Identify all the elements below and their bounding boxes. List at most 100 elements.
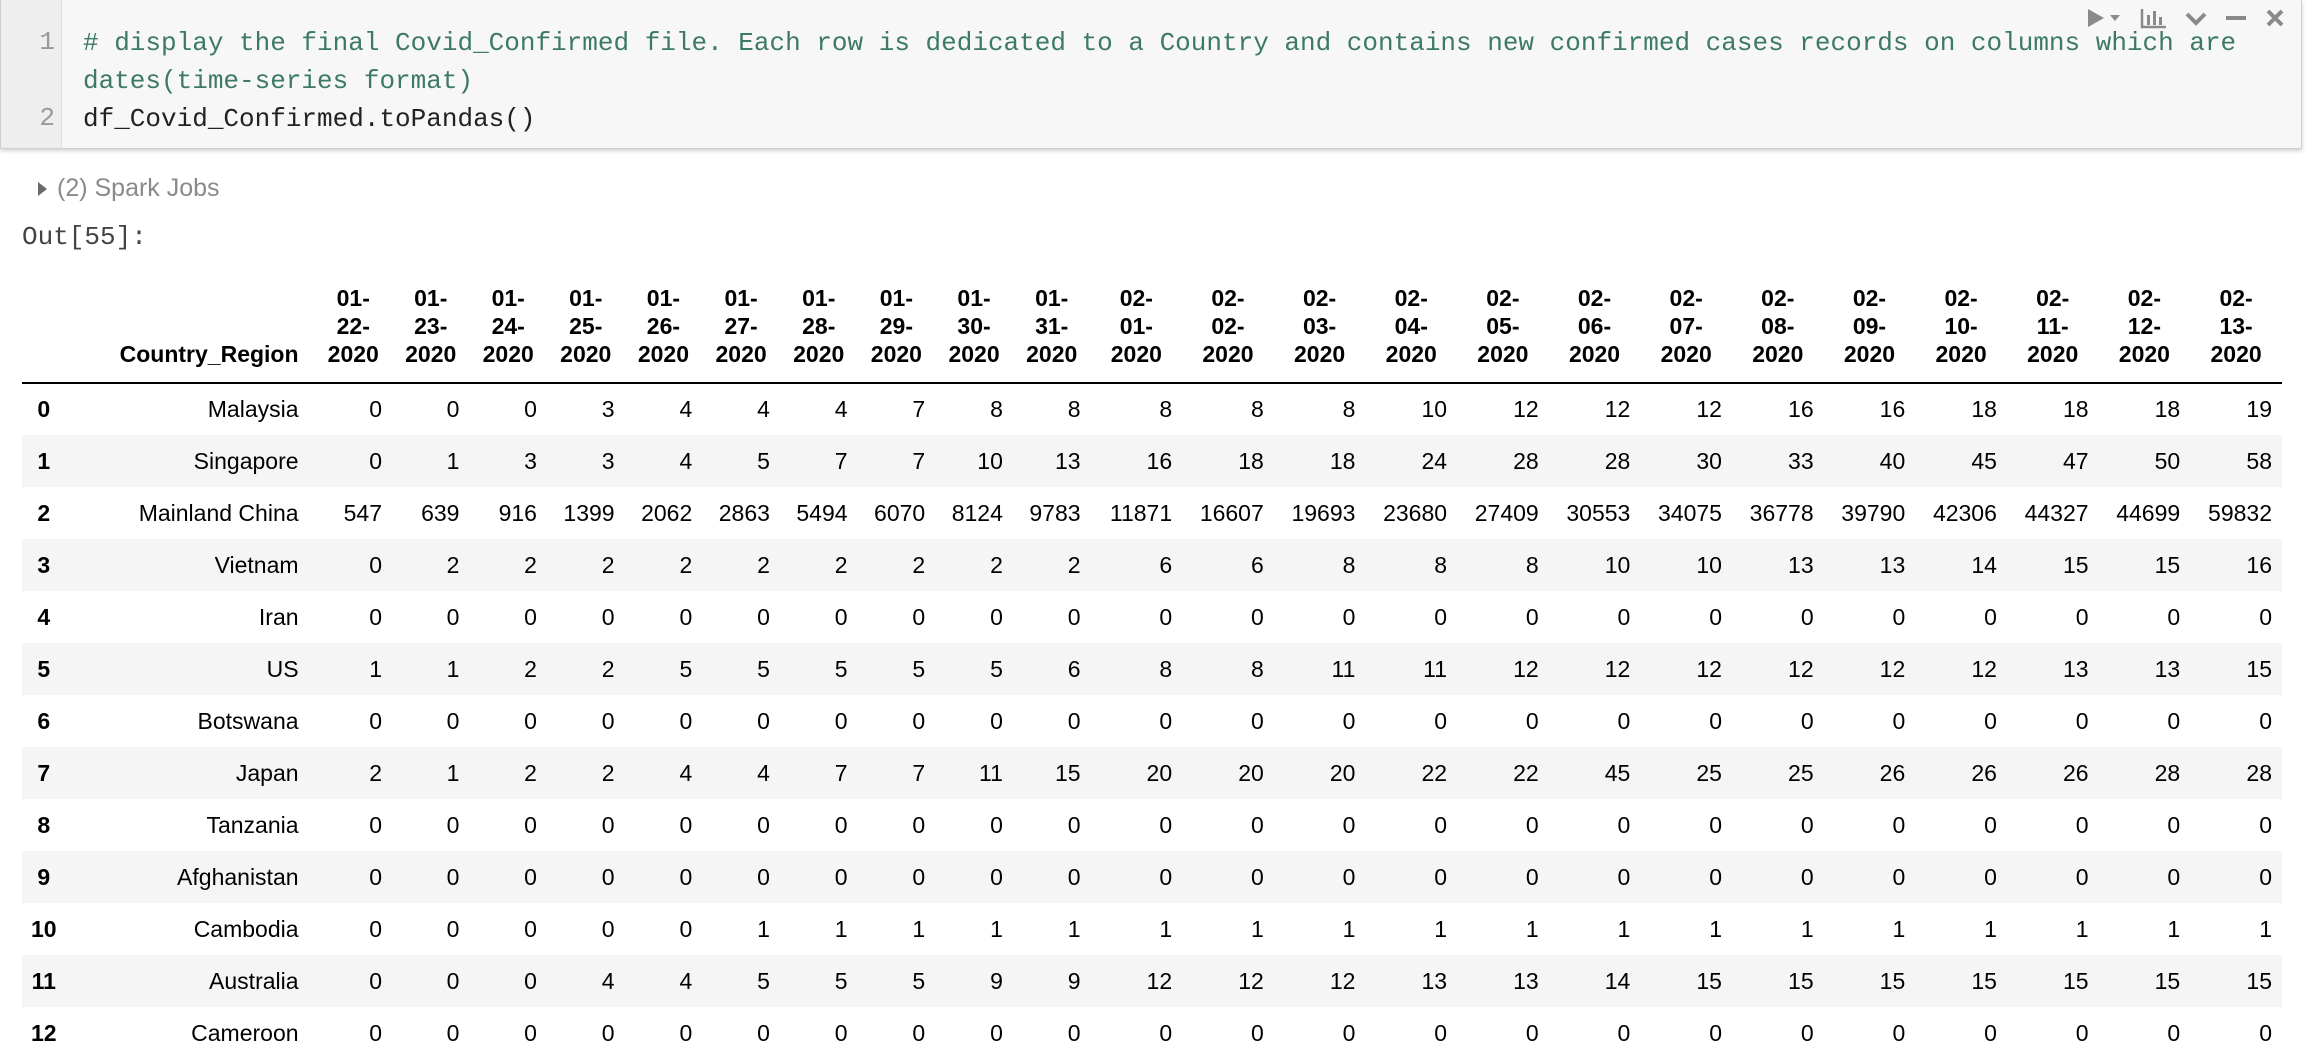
case-count-cell: 30 bbox=[1696, 447, 1722, 474]
row-index: 4 bbox=[37, 603, 51, 630]
case-count-cell: 0 bbox=[446, 603, 460, 630]
column-header-date: 02- 04- 2020 bbox=[1365, 284, 1458, 384]
case-count-cell: 6 bbox=[1250, 551, 1264, 578]
case-count-cell: 0 bbox=[834, 863, 848, 890]
date-part: 2020 bbox=[870, 341, 922, 367]
case-count-cell: 8 bbox=[1434, 551, 1448, 578]
date-part: 02- bbox=[1761, 285, 1795, 311]
case-count-cell: 0 bbox=[1434, 603, 1448, 630]
date-part: 22- bbox=[336, 313, 370, 339]
case-count-cell: 0 bbox=[1250, 707, 1264, 734]
case-count-cell: 15 bbox=[2246, 655, 2272, 682]
case-count-cell: 1 bbox=[834, 915, 848, 942]
case-count-cell: 0 bbox=[757, 707, 770, 734]
date-part: 2020 bbox=[1843, 341, 1896, 367]
case-count-cell: 14 bbox=[1971, 551, 1997, 578]
case-count-cell: 22 bbox=[1421, 759, 1448, 786]
date-part: 01- bbox=[569, 285, 603, 311]
case-count-cell: 40 bbox=[1879, 447, 1906, 474]
date-part: 08- bbox=[1761, 313, 1795, 339]
case-count-cell: 1 bbox=[1892, 915, 1906, 942]
table-row: 1 Singapore 0 1 3 3 4 5 7 7 10 13 16 18 18 24 28 28 30 33 40… bbox=[22, 435, 2282, 487]
spark-jobs-toggle[interactable]: (2) Spark Jobs bbox=[38, 174, 220, 203]
case-count-cell: 0 bbox=[524, 603, 537, 630]
column-header-date: 01- 30- 2020 bbox=[935, 284, 1013, 384]
case-count-cell: 13 bbox=[1054, 447, 1081, 474]
case-count-cell: 42306 bbox=[1932, 499, 1997, 526]
case-count-cell: 0 bbox=[679, 811, 693, 838]
case-count-cell: 45 bbox=[1604, 759, 1631, 786]
column-header-date: 02- 06- 2020 bbox=[1548, 284, 1641, 384]
case-count-cell: 1 bbox=[1067, 915, 1081, 942]
case-count-cell: 12 bbox=[1971, 655, 1997, 682]
case-count-cell: 6 bbox=[1159, 551, 1173, 578]
case-count-cell: 0 bbox=[1342, 603, 1356, 630]
case-count-cell: 30553 bbox=[1566, 499, 1631, 526]
case-count-cell: 0 bbox=[1800, 707, 1814, 734]
date-part: 02- bbox=[1486, 285, 1520, 311]
case-count-cell: 2 bbox=[524, 551, 537, 578]
case-count-cell: 0 bbox=[2075, 863, 2089, 890]
date-part: 2020 bbox=[715, 341, 767, 367]
case-count-cell: 0 bbox=[1984, 1019, 1997, 1046]
case-count-cell: 0 bbox=[990, 1019, 1003, 1046]
case-count-cell: 0 bbox=[524, 915, 537, 942]
case-count-cell: 0 bbox=[1709, 707, 1722, 734]
case-count-cell: 0 bbox=[1892, 707, 1906, 734]
case-count-cell: 0 bbox=[2167, 863, 2181, 890]
case-count-cell: 4 bbox=[679, 396, 693, 422]
case-count-cell: 0 bbox=[912, 603, 926, 630]
date-part: 2020 bbox=[948, 341, 1000, 367]
case-count-cell: 13 bbox=[1421, 967, 1448, 994]
code-comment: # display the final Covid_Confirmed file… bbox=[83, 28, 2237, 58]
column-header-date: 02- 03- 2020 bbox=[1273, 284, 1366, 384]
run-icon[interactable] bbox=[2085, 6, 2125, 30]
column-header-date: 02- 07- 2020 bbox=[1640, 284, 1732, 384]
case-count-cell: 10 bbox=[1604, 551, 1631, 578]
date-part: 13- bbox=[2219, 313, 2253, 339]
case-count-cell: 13 bbox=[1513, 967, 1539, 994]
column-header-country-region: Country_Region bbox=[65, 284, 315, 384]
date-part: 2020 bbox=[2118, 341, 2170, 367]
table-row: 7 Japan 2 1 2 2 4 4 7 7 11 15 20 20 20 22 22 45 25 25 26 26 26… bbox=[22, 747, 2282, 799]
case-count-cell: 5 bbox=[834, 655, 848, 682]
date-part: 25- bbox=[569, 313, 603, 339]
case-count-cell: 12 bbox=[1513, 396, 1539, 422]
case-count-cell: 0 bbox=[679, 707, 693, 734]
case-count-cell: 0 bbox=[1617, 603, 1631, 630]
date-part: 2020 bbox=[327, 341, 379, 367]
case-count-cell: 0 bbox=[1067, 707, 1081, 734]
case-count-cell: 3 bbox=[601, 396, 615, 422]
minimize-icon[interactable] bbox=[2223, 6, 2249, 30]
case-count-cell: 11871 bbox=[1109, 499, 1173, 526]
date-part: 2020 bbox=[1752, 341, 1804, 367]
case-count-cell: 10 bbox=[1421, 396, 1448, 422]
row-index: 6 bbox=[37, 707, 51, 734]
case-count-cell: 0 bbox=[524, 707, 537, 734]
case-count-cell: 1 bbox=[446, 447, 460, 474]
collapse-icon[interactable] bbox=[2183, 6, 2209, 30]
case-count-cell: 0 bbox=[1617, 1019, 1631, 1046]
date-part: 07- bbox=[1669, 313, 1703, 339]
close-icon[interactable] bbox=[2263, 6, 2287, 30]
case-count-cell: 8 bbox=[990, 396, 1003, 422]
row-index: 9 bbox=[37, 863, 51, 890]
table-row: 4 Iran 0 0 0 0 0 0 0 0 0 0 0 0 0 0 0 0 0 0 0 0 0 0 0 bbox=[22, 591, 2282, 643]
case-count-cell: 12 bbox=[1696, 655, 1722, 682]
case-count-cell: 0 bbox=[369, 811, 382, 838]
case-count-cell: 4 bbox=[834, 396, 848, 422]
row-index: 2 bbox=[37, 499, 51, 526]
chart-icon[interactable] bbox=[2139, 6, 2169, 30]
case-count-cell: 11 bbox=[1423, 655, 1448, 682]
code-cell[interactable]: 1 2 # display the final Covid_Confirmed … bbox=[0, 0, 2302, 149]
date-part: 02- bbox=[2036, 285, 2070, 311]
case-count-cell: 0 bbox=[912, 1019, 926, 1046]
code-statement: df_Covid_Confirmed.toPandas() bbox=[83, 104, 536, 134]
case-count-cell: 5 bbox=[757, 447, 770, 474]
case-count-cell: 547 bbox=[343, 499, 382, 526]
date-part: 2020 bbox=[1110, 341, 1162, 367]
date-part: 27- bbox=[724, 313, 758, 339]
case-count-cell: 16 bbox=[2246, 551, 2272, 578]
date-part: 01- bbox=[646, 285, 681, 311]
case-count-cell: 28 bbox=[2154, 759, 2181, 786]
